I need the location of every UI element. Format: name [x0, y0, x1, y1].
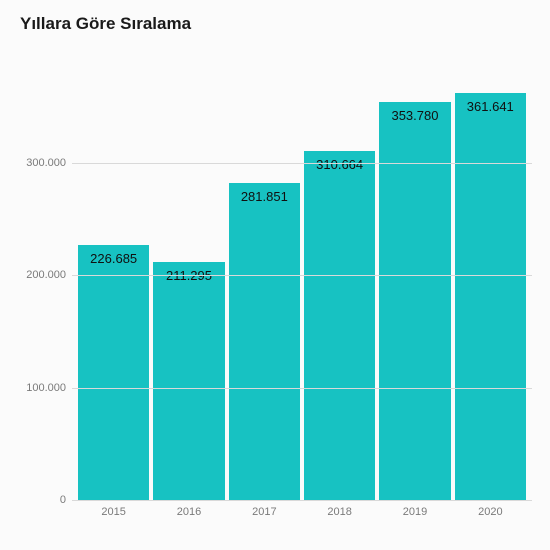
bar: 310.664 — [304, 151, 375, 500]
bar: 361.641 — [455, 93, 526, 500]
gridline — [72, 275, 532, 276]
y-axis-tick: 100.000 — [26, 382, 66, 394]
x-axis-tick: 2018 — [327, 506, 351, 518]
x-axis-tick: 2017 — [252, 506, 276, 518]
x-axis-tick: 2015 — [101, 506, 125, 518]
y-axis-tick: 300.000 — [26, 157, 66, 169]
bar-value-label: 353.780 — [391, 108, 438, 123]
bar-value-label: 310.664 — [316, 157, 363, 172]
bar-value-label: 281.851 — [241, 189, 288, 204]
gridline — [72, 163, 532, 164]
gridline — [72, 388, 532, 389]
bar: 281.851 — [229, 183, 300, 500]
plot-area: 226.685 211.295 281.851 310.664 353.780 361.6… — [72, 50, 532, 500]
bar-value-label: 226.685 — [90, 251, 137, 266]
x-axis-tick: 2019 — [403, 506, 427, 518]
bar-value-label: 361.641 — [467, 99, 514, 114]
x-axis-tick: 2020 — [478, 506, 502, 518]
gridline — [72, 500, 532, 501]
y-axis-tick: 200.000 — [26, 269, 66, 281]
bar: 211.295 — [153, 262, 224, 500]
chart-title: Yıllara Göre Sıralama — [20, 14, 191, 34]
bar: 226.685 — [78, 245, 149, 500]
y-axis-tick: 0 — [60, 494, 66, 506]
x-axis-tick: 2016 — [177, 506, 201, 518]
